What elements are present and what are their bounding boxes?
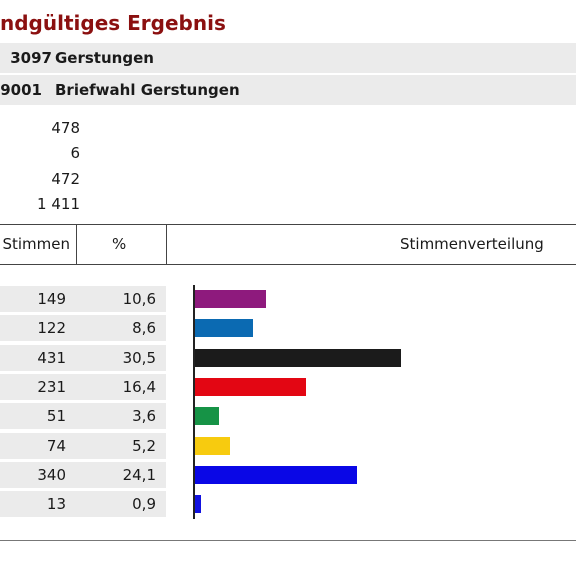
- table-row: [0, 433, 166, 459]
- table-header-top-border: [0, 224, 576, 225]
- vote-share-bar: [195, 495, 201, 513]
- votes-cell: 340: [37, 466, 66, 484]
- page-title: ndgültiges Ergebnis: [0, 11, 226, 35]
- vote-share-bar: [195, 466, 357, 484]
- percent-cell: 24,1: [122, 466, 156, 484]
- votes-cell: 51: [46, 407, 66, 425]
- vote-share-bar: [195, 437, 230, 455]
- summary-value: 1 411: [37, 195, 80, 213]
- vote-share-bar: [195, 378, 306, 396]
- table-row: [0, 462, 166, 488]
- table-row: [0, 315, 166, 341]
- votes-cell: 122: [37, 319, 66, 337]
- area-name: Gerstungen: [55, 49, 154, 67]
- percent-cell: 16,4: [122, 378, 156, 396]
- vote-share-bar: [195, 349, 401, 367]
- table-row: [0, 286, 166, 312]
- area-row: [0, 43, 576, 73]
- area-id: 3097: [10, 49, 52, 67]
- votes-cell: 74: [46, 437, 66, 455]
- table-row: [0, 374, 166, 400]
- col-header-percent[interactable]: %: [112, 235, 127, 253]
- summary-value: 478: [51, 119, 80, 137]
- summary-value: 472: [51, 170, 80, 188]
- percent-cell: 10,6: [122, 290, 156, 308]
- percent-cell: 30,5: [122, 349, 156, 367]
- header-divider: [76, 224, 77, 264]
- votes-cell: 149: [37, 290, 66, 308]
- percent-cell: 3,6: [132, 407, 156, 425]
- chart-axis: [193, 285, 195, 519]
- district-name: Briefwahl Gerstungen: [55, 81, 240, 99]
- vote-share-bar: [195, 290, 266, 308]
- district-id: 9001: [0, 81, 42, 99]
- vote-share-bar: [195, 407, 219, 425]
- votes-cell: 13: [46, 495, 66, 513]
- table-row: [0, 345, 166, 371]
- table-row: [0, 403, 166, 429]
- votes-cell: 431: [37, 349, 66, 367]
- header-divider: [166, 224, 167, 264]
- percent-cell: 5,2: [132, 437, 156, 455]
- footer-divider: [0, 540, 576, 541]
- vote-share-bar: [195, 319, 253, 337]
- summary-value: 6: [70, 144, 80, 162]
- col-header-votes[interactable]: Stimmen: [2, 235, 70, 253]
- table-header-bottom-border: [0, 264, 576, 265]
- votes-cell: 231: [37, 378, 66, 396]
- district-row: [0, 75, 576, 105]
- table-row: [0, 491, 166, 517]
- percent-cell: 0,9: [132, 495, 156, 513]
- percent-cell: 8,6: [132, 319, 156, 337]
- col-header-chart: Stimmenverteilung: [400, 235, 544, 253]
